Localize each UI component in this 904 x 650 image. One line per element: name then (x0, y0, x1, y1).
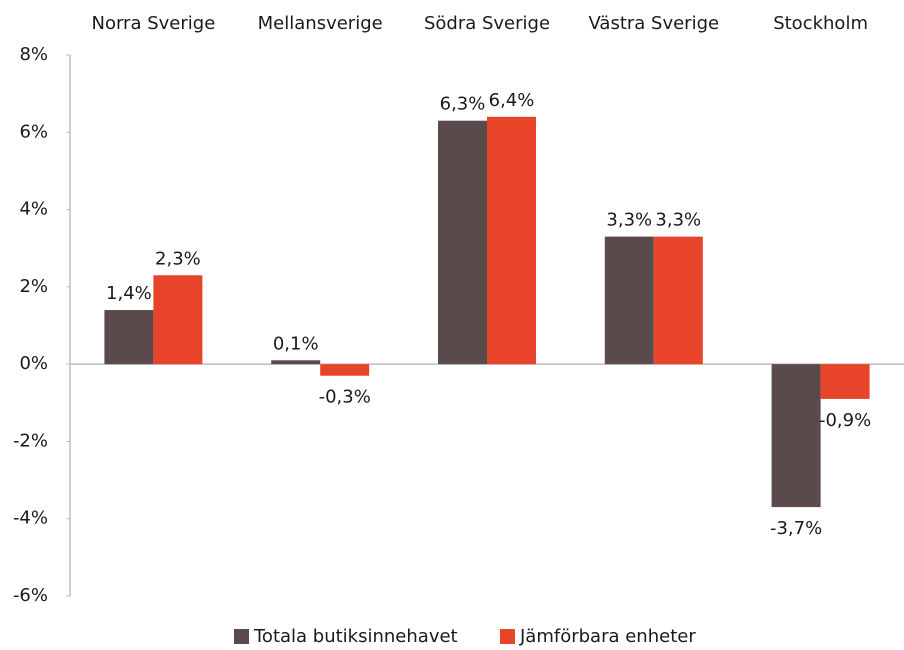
bar (271, 360, 321, 365)
category-label: Södra Sverige (424, 13, 550, 34)
category-label: Stockholm (773, 13, 868, 34)
bar (771, 364, 821, 508)
y-tick-label: 4% (19, 199, 48, 220)
legend-swatch (234, 629, 249, 644)
y-tick-label: -4% (13, 508, 48, 529)
category-label: Västra Sverige (589, 13, 720, 34)
bar (487, 116, 536, 365)
bar (820, 364, 870, 399)
category-label: Norra Sverige (92, 13, 216, 34)
legend-label: Jämförbara enheter (519, 626, 696, 647)
bar (320, 364, 370, 376)
legend-swatch (500, 629, 515, 644)
data-label: 6,3% (440, 94, 486, 115)
bar (438, 120, 487, 365)
data-label: -0,3% (319, 387, 371, 408)
legend-label: Totala butiksinnehavet (253, 626, 458, 647)
data-label: -3,7% (770, 518, 822, 539)
data-label: 0,1% (273, 333, 319, 354)
data-label: 1,4% (106, 283, 152, 304)
y-tick-label: 2% (19, 276, 48, 297)
data-label: -0,9% (819, 410, 871, 431)
data-label: 3,3% (655, 210, 701, 231)
bar (104, 310, 154, 365)
bar (653, 236, 703, 365)
y-tick-label: 6% (19, 121, 48, 142)
bar (153, 275, 203, 365)
y-tick-label: 0% (19, 353, 48, 374)
category-label: Mellansverige (258, 13, 383, 34)
data-label: 6,4% (489, 90, 535, 111)
data-label: 3,3% (606, 210, 652, 231)
y-tick-label: -2% (13, 430, 48, 451)
y-tick-label: 8% (19, 44, 48, 65)
data-label: 2,3% (155, 248, 201, 269)
y-tick-label: -6% (13, 585, 48, 606)
bar (604, 236, 654, 365)
